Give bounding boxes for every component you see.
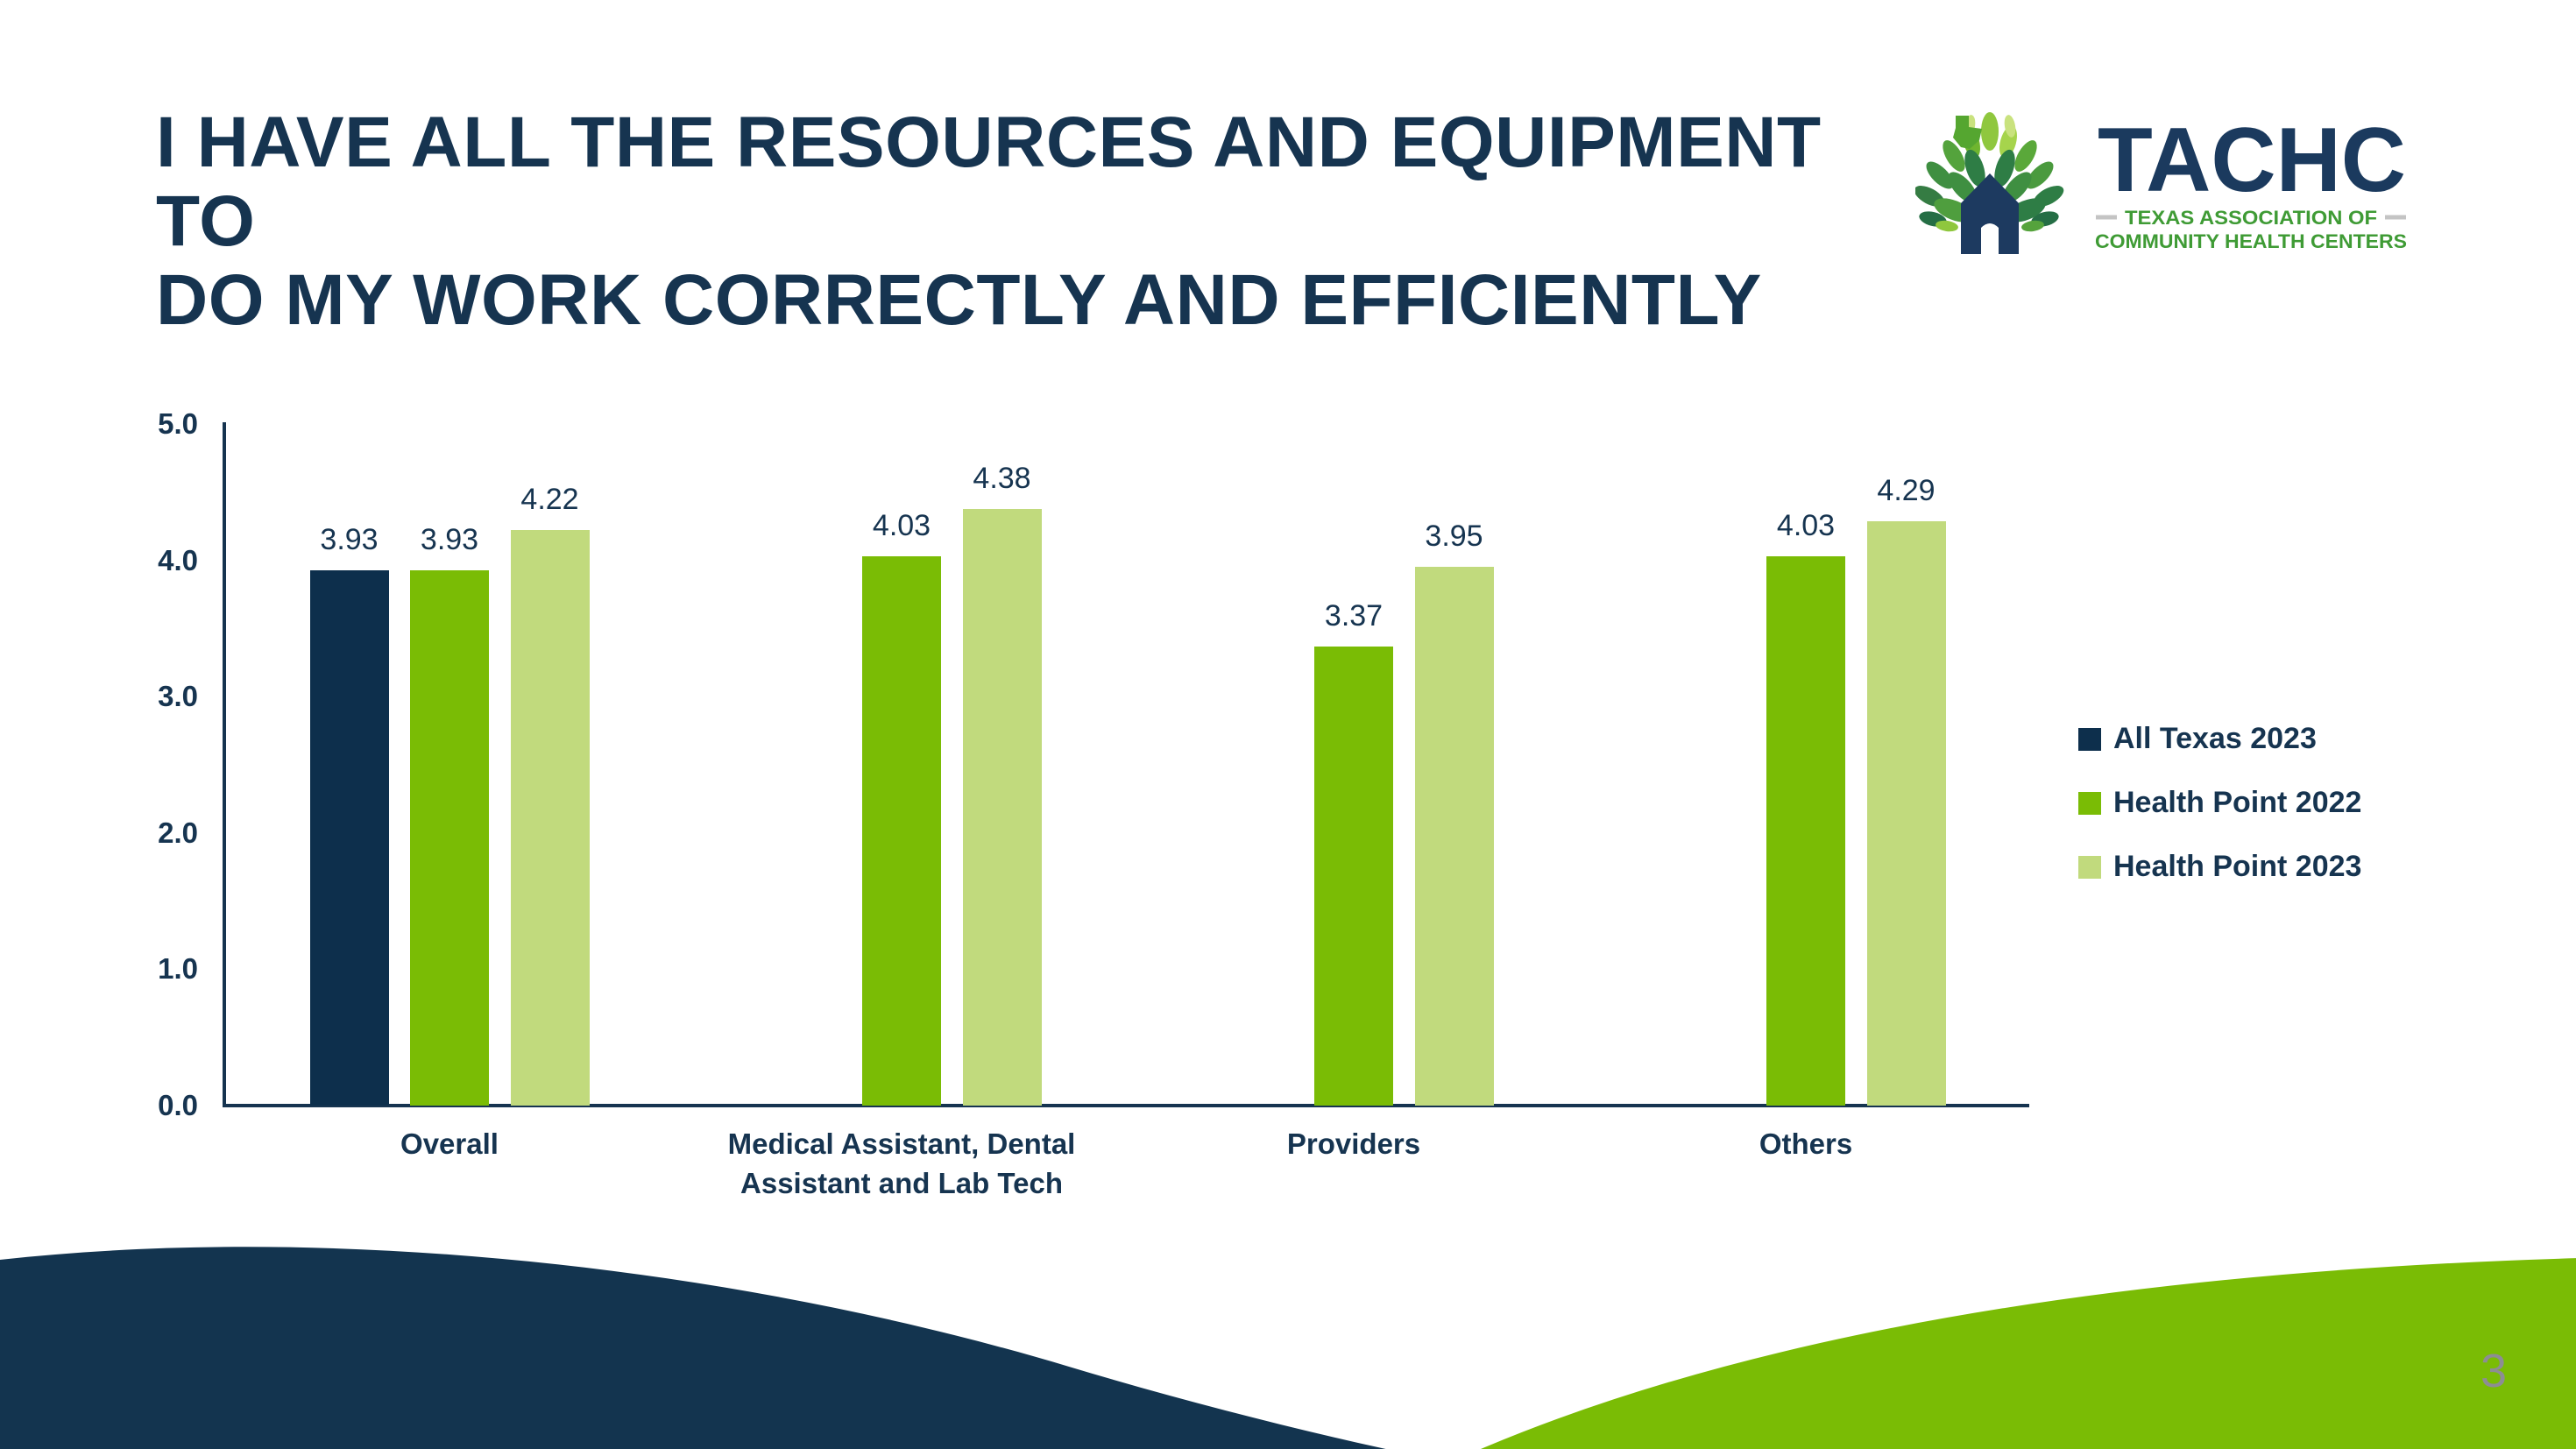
- chart-legend: All Texas 2023 Health Point 2022 Health Po…: [2078, 722, 2361, 884]
- slide-title-line2: DO MY WORK CORRECTLY AND EFFICIENTLY: [156, 260, 1762, 341]
- bar-value-label-all-texas-2023-overall: 3.93: [320, 522, 379, 556]
- green-wave-shape: [1481, 1258, 2576, 1449]
- legend-label-health-point-2023: Health Point 2023: [2113, 850, 2362, 883]
- bar-health-point-2023-medical-assistant-dental-assistant-and-lab-tech: [962, 508, 1042, 1106]
- legend-swatch-health-point-2022: [2078, 791, 2101, 815]
- legend-item-all-texas-2023: All Texas 2023: [2078, 722, 2361, 756]
- category-label-others: Others: [1759, 1127, 1853, 1160]
- tachc-logo: TACHC TEXAS ASSOCIATION OF COMMUNITY HEA…: [1915, 110, 2407, 254]
- y-tick-label-4-0: 4.0: [158, 543, 198, 576]
- logo-subtitle-line2: COMMUNITY HEALTH CENTERS: [2095, 230, 2407, 252]
- y-tick-label-0-0: 0.0: [158, 1089, 198, 1121]
- bar-value-label-health-point-2023-medical-assistant-dental-assistant-and-lab-tech: 4.38: [973, 461, 1031, 495]
- bar-value-label-health-point-2022-providers: 3.37: [1324, 598, 1384, 633]
- navy-wave-shape: [0, 1247, 1386, 1449]
- bar-value-label-health-point-2023-providers: 3.95: [1425, 520, 1483, 554]
- category-label-medical-assistant-dental-assistant-and-lab-tech: Medical Assistant, Dental Assistant and …: [727, 1127, 1076, 1199]
- legend-label-health-point-2022: Health Point 2022: [2113, 786, 2362, 819]
- bar-health-point-2023-providers: [1414, 567, 1494, 1106]
- bottom-wave-decoration: [0, 1247, 2576, 1449]
- bar-health-point-2022-medical-assistant-dental-assistant-and-lab-tech: [862, 556, 941, 1106]
- bar-value-label-health-point-2022-medical-assistant-dental-assistant-and-lab-tech: 4.03: [872, 509, 931, 543]
- bar-health-point-2022-overall: [410, 569, 489, 1106]
- bar-value-label-health-point-2022-others: 4.03: [1776, 509, 1836, 543]
- legend-item-health-point-2023: Health Point 2023: [2078, 850, 2361, 884]
- house-icon: [1961, 173, 2019, 254]
- bar-value-label-health-point-2023-others: 4.29: [1877, 473, 1936, 507]
- logo-wordmark: TACHC: [2098, 110, 2406, 211]
- category-label-overall: Overall: [400, 1127, 499, 1160]
- x-axis-line: [223, 1104, 2029, 1107]
- slide-title: I HAVE ALL THE RESOURCES AND EQUIPMENT T…: [156, 102, 1908, 341]
- logo-subtitle-line1: TEXAS ASSOCIATION OF: [2125, 207, 2377, 229]
- legend-swatch-all-texas-2023: [2078, 727, 2101, 751]
- legend-item-health-point-2022: Health Point 2022: [2078, 786, 2361, 820]
- y-tick-label-3-0: 3.0: [158, 680, 198, 713]
- legend-swatch-health-point-2023: [2078, 855, 2101, 879]
- bar-health-point-2022-providers: [1314, 646, 1393, 1106]
- page-number: 3: [2480, 1345, 2508, 1397]
- legend-label-all-texas-2023: All Texas 2023: [2113, 722, 2317, 755]
- y-axis-line: [223, 422, 226, 1107]
- y-tick-label-2-0: 2.0: [158, 816, 198, 849]
- bar-value-label-health-point-2022-overall: 3.93: [420, 522, 479, 556]
- texas-icon: [1953, 116, 1982, 149]
- bar-health-point-2023-others: [1866, 520, 1946, 1106]
- bar-health-point-2022-others: [1766, 556, 1845, 1106]
- slide-title-line1: I HAVE ALL THE RESOURCES AND EQUIPMENT T…: [156, 102, 1822, 262]
- category-label-providers: Providers: [1286, 1127, 1421, 1160]
- y-tick-label-1-0: 1.0: [158, 952, 198, 986]
- y-tick-label-5-0: 5.0: [158, 407, 198, 441]
- bar-value-label-health-point-2023-overall: 4.22: [520, 483, 579, 517]
- tree-icon: [1915, 112, 2064, 254]
- bar-health-point-2023-overall: [510, 530, 590, 1106]
- bar-all-texas-2023-overall: [309, 569, 389, 1106]
